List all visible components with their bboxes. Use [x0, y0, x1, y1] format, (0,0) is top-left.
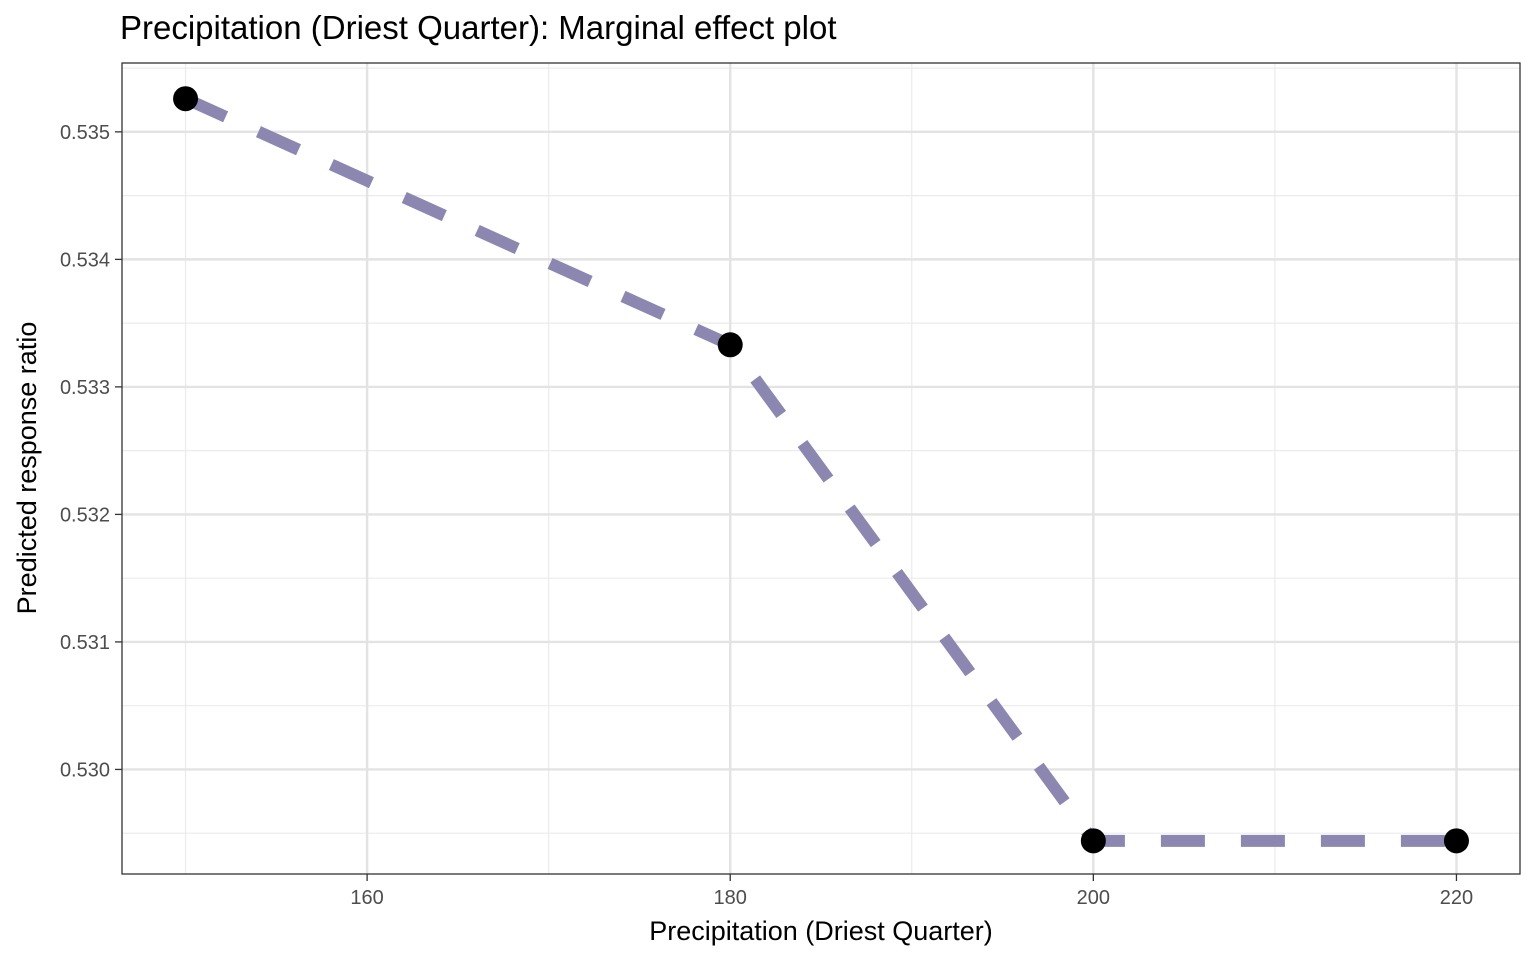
y-tick-label: 0.531 [60, 632, 110, 654]
data-point [1080, 828, 1106, 854]
y-axis-ticks: 0.530 0.531 0.532 0.533 0.534 0.535 [60, 122, 122, 781]
x-axis-title: Precipitation (Driest Quarter) [649, 916, 993, 946]
plot-panel-border [121, 62, 1521, 875]
x-axis-ticks: 160 180 200 220 [350, 874, 1473, 909]
y-tick-label: 0.533 [60, 377, 110, 399]
x-tick-label: 180 [714, 887, 747, 909]
x-tick-label: 160 [350, 887, 383, 909]
y-tick-label: 0.534 [60, 249, 110, 271]
grid-minor [122, 63, 1520, 874]
y-tick-label: 0.532 [60, 504, 110, 526]
grid-major [122, 63, 1520, 874]
y-axis-title: Predicted response ratio [12, 322, 42, 615]
data-point [173, 86, 199, 112]
data-point [717, 332, 743, 358]
y-tick-label: 0.535 [60, 122, 110, 144]
x-tick-label: 200 [1077, 887, 1110, 909]
series-points [173, 86, 1469, 854]
chart-title: Precipitation (Driest Quarter): Marginal… [120, 9, 837, 46]
series-lines [183, 93, 1457, 847]
series-line [183, 93, 1457, 847]
y-tick-label: 0.530 [60, 759, 110, 781]
x-tick-label: 220 [1440, 887, 1473, 909]
data-point [1443, 828, 1469, 854]
